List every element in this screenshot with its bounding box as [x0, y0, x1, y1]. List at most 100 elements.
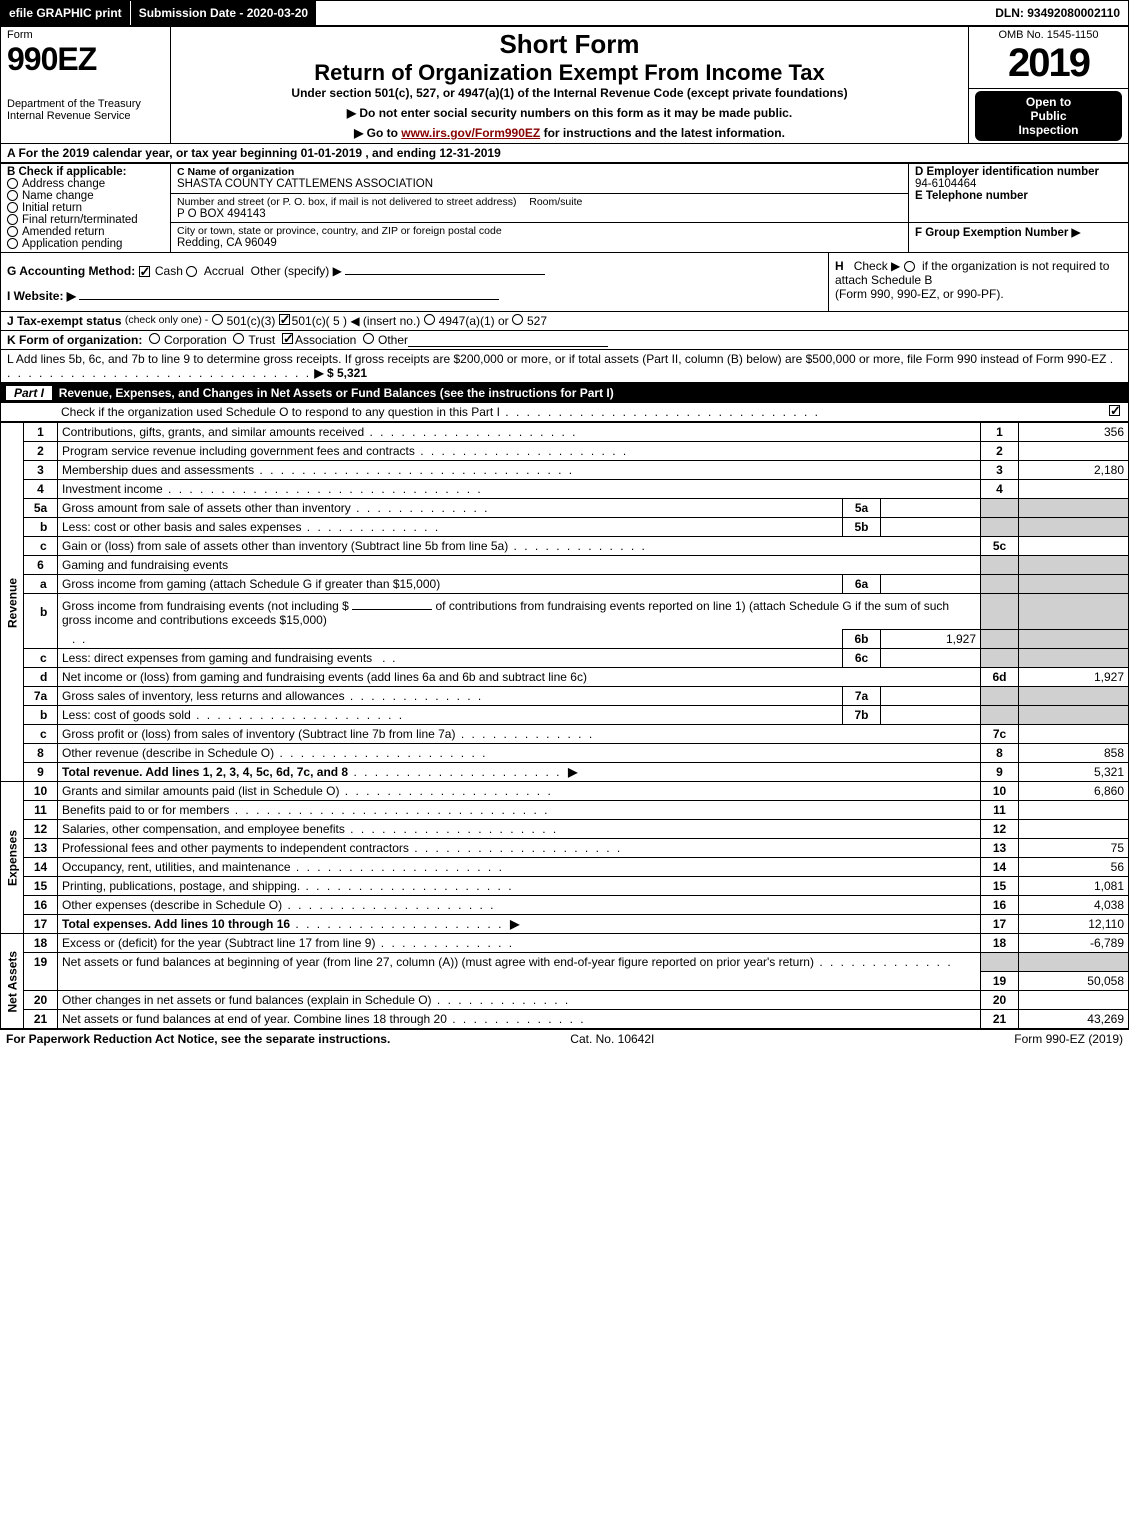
website-input[interactable]	[79, 286, 499, 300]
shade-cell	[1019, 518, 1129, 537]
l6b-blank[interactable]	[352, 596, 432, 610]
check-accrual[interactable]	[186, 266, 197, 277]
l15-rnum: 15	[981, 877, 1019, 896]
l2-desc: Program service revenue including govern…	[62, 444, 628, 458]
l4-num: 4	[24, 480, 58, 499]
lbl-501c3: 501(c)(3)	[227, 314, 276, 328]
l17-val: 12,110	[1019, 915, 1129, 934]
line-h-check-text: Check ▶	[854, 259, 901, 273]
top-bar: efile GRAPHIC print Submission Date - 20…	[0, 0, 1129, 26]
note-goto: ▶ Go to www.irs.gov/Form990EZ for instru…	[177, 126, 962, 140]
irs-link[interactable]: www.irs.gov/Form990EZ	[401, 126, 540, 140]
l7a-in: 7a	[843, 687, 881, 706]
l6a-desc: Gross income from gaming (attach Schedul…	[58, 575, 843, 594]
l6b-iv: 1,927	[881, 630, 981, 649]
check-assoc[interactable]	[282, 333, 293, 344]
l12-num: 12	[24, 820, 58, 839]
check-initial-return[interactable]	[7, 202, 18, 213]
check-trust[interactable]	[233, 333, 244, 344]
form-label: Form	[7, 29, 164, 41]
shade-cell	[1019, 953, 1129, 972]
l1-num: 1	[24, 423, 58, 442]
shade-cell	[1019, 594, 1129, 630]
title-under: Under section 501(c), 527, or 4947(a)(1)…	[177, 86, 962, 100]
check-name-change[interactable]	[7, 190, 18, 201]
l9-rnum: 9	[981, 763, 1019, 782]
check-corp[interactable]	[149, 333, 160, 344]
form-header: Form 990EZ Department of the Treasury In…	[0, 26, 1129, 144]
check-final-return[interactable]	[7, 214, 18, 225]
l7c-num: c	[24, 725, 58, 744]
l17-arrow: ▶	[510, 917, 519, 931]
l6-num: 6	[24, 556, 58, 575]
l18-val: -6,789	[1019, 934, 1129, 953]
l6d-desc: Net income or (loss) from gaming and fun…	[58, 668, 981, 687]
l16-desc: Other expenses (describe in Schedule O)	[62, 898, 495, 912]
shade-cell	[1019, 630, 1129, 649]
l2-num: 2	[24, 442, 58, 461]
l11-rnum: 11	[981, 801, 1019, 820]
check-501c3[interactable]	[212, 314, 223, 325]
check-app-pending[interactable]	[7, 238, 18, 249]
footer-left: For Paperwork Reduction Act Notice, see …	[6, 1032, 390, 1046]
l5a-desc: Gross amount from sale of assets other t…	[62, 501, 490, 515]
l6d-num: d	[24, 668, 58, 687]
l21-val: 43,269	[1019, 1009, 1129, 1028]
shade-cell	[981, 594, 1019, 630]
l3-num: 3	[24, 461, 58, 480]
l13-rnum: 13	[981, 839, 1019, 858]
line-g-label: G Accounting Method:	[7, 264, 135, 278]
check-501c[interactable]	[279, 314, 290, 325]
l18-rnum: 18	[981, 934, 1019, 953]
l7c-desc: Gross profit or (loss) from sales of inv…	[62, 727, 594, 741]
check-schedule-o[interactable]	[1109, 405, 1120, 416]
l6c-num: c	[24, 649, 58, 668]
check-amended[interactable]	[7, 226, 18, 237]
l20-rnum: 20	[981, 990, 1019, 1009]
check-schedule-b[interactable]	[904, 261, 915, 272]
submission-date-button[interactable]: Submission Date - 2020-03-20	[130, 1, 316, 25]
l5b-in: 5b	[843, 518, 881, 537]
l18-desc: Excess or (deficit) for the year (Subtra…	[62, 936, 375, 950]
l15-desc: Printing, publications, postage, and shi…	[62, 879, 514, 893]
l8-desc: Other revenue (describe in Schedule O)	[62, 746, 487, 760]
l9-num: 9	[24, 763, 58, 782]
lbl-initial-return: Initial return	[22, 202, 82, 214]
part-i-table: Revenue 1 Contributions, gifts, grants, …	[0, 422, 1129, 1029]
line-l: L Add lines 5b, 6c, and 7b to line 9 to …	[0, 350, 1129, 383]
l17-num: 17	[24, 915, 58, 934]
check-527[interactable]	[512, 314, 523, 325]
l6b-num: b	[24, 594, 58, 630]
other-method-input[interactable]	[345, 261, 545, 275]
check-address-change[interactable]	[7, 178, 18, 189]
lbl-corp: Corporation	[164, 333, 227, 347]
lbl-final-return: Final return/terminated	[22, 214, 138, 226]
lbl-app-pending: Application pending	[22, 238, 122, 250]
l7c-val	[1019, 725, 1129, 744]
box-f-label: F Group Exemption Number ▶	[915, 227, 1080, 239]
l5b-num: b	[24, 518, 58, 537]
l4-rnum: 4	[981, 480, 1019, 499]
line-l-amount: ▶ $ 5,321	[314, 366, 367, 380]
l17-rnum: 17	[981, 915, 1019, 934]
other-org-input[interactable]	[408, 333, 608, 347]
check-other-org[interactable]	[363, 333, 374, 344]
check-cash[interactable]	[139, 266, 150, 277]
box-c-addr-label: Number and street (or P. O. box, if mail…	[177, 196, 516, 208]
line-h-text3: (Form 990, 990-EZ, or 990-PF).	[835, 287, 1004, 301]
shade-cell	[981, 556, 1019, 575]
check-4947[interactable]	[424, 314, 435, 325]
shade-cell	[981, 630, 1019, 649]
dept-irs: Internal Revenue Service	[7, 110, 164, 122]
shade-cell	[1019, 649, 1129, 668]
footer-cat: Cat. No. 10642I	[570, 1032, 654, 1046]
efile-print-button[interactable]: efile GRAPHIC print	[1, 1, 130, 25]
title-return: Return of Organization Exempt From Incom…	[177, 60, 962, 86]
note-goto-post: for instructions and the latest informat…	[540, 126, 785, 140]
lbl-address-change: Address change	[22, 178, 105, 190]
lbl-accrual: Accrual	[204, 264, 244, 278]
l15-num: 15	[24, 877, 58, 896]
l7b-in: 7b	[843, 706, 881, 725]
lbl-other-org: Other	[378, 333, 408, 347]
l5c-desc: Gain or (loss) from sale of assets other…	[62, 539, 647, 553]
